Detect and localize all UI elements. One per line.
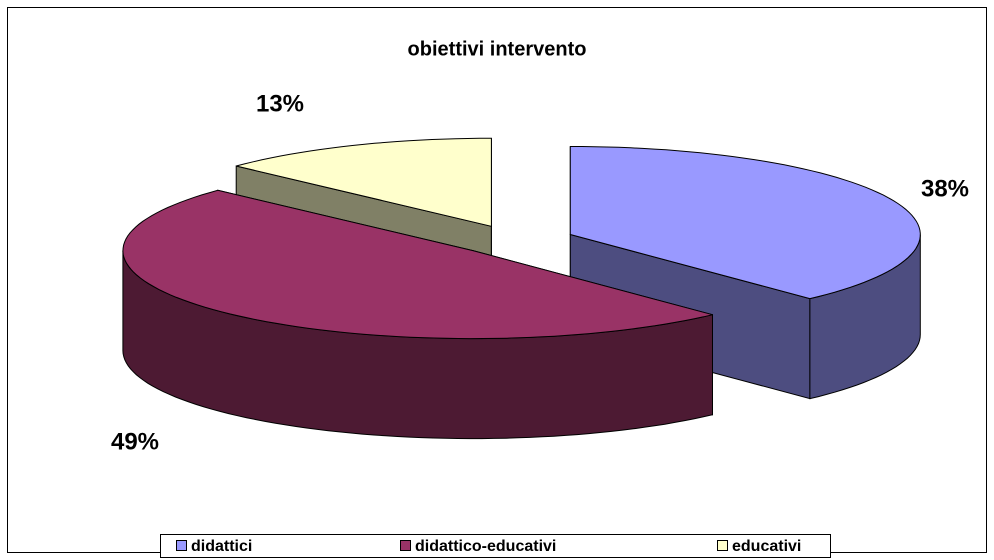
legend-swatch	[176, 540, 187, 551]
pie	[122, 137, 921, 440]
data-label: 13%	[256, 90, 304, 117]
data-label: 38%	[921, 175, 969, 202]
slice-top	[122, 189, 713, 340]
legend-label: educativi	[732, 538, 801, 555]
slice-top	[569, 146, 921, 300]
legend-label: didattici	[191, 538, 252, 555]
legend-swatch	[717, 540, 728, 551]
legend-swatch	[400, 540, 411, 551]
pie-slice	[122, 189, 713, 440]
legend	[160, 534, 831, 558]
chart-title: obiettivi intervento	[408, 38, 587, 60]
slice-top	[236, 137, 492, 227]
data-label: 49%	[111, 428, 159, 455]
legend-label: didattico-educativi	[415, 538, 556, 555]
